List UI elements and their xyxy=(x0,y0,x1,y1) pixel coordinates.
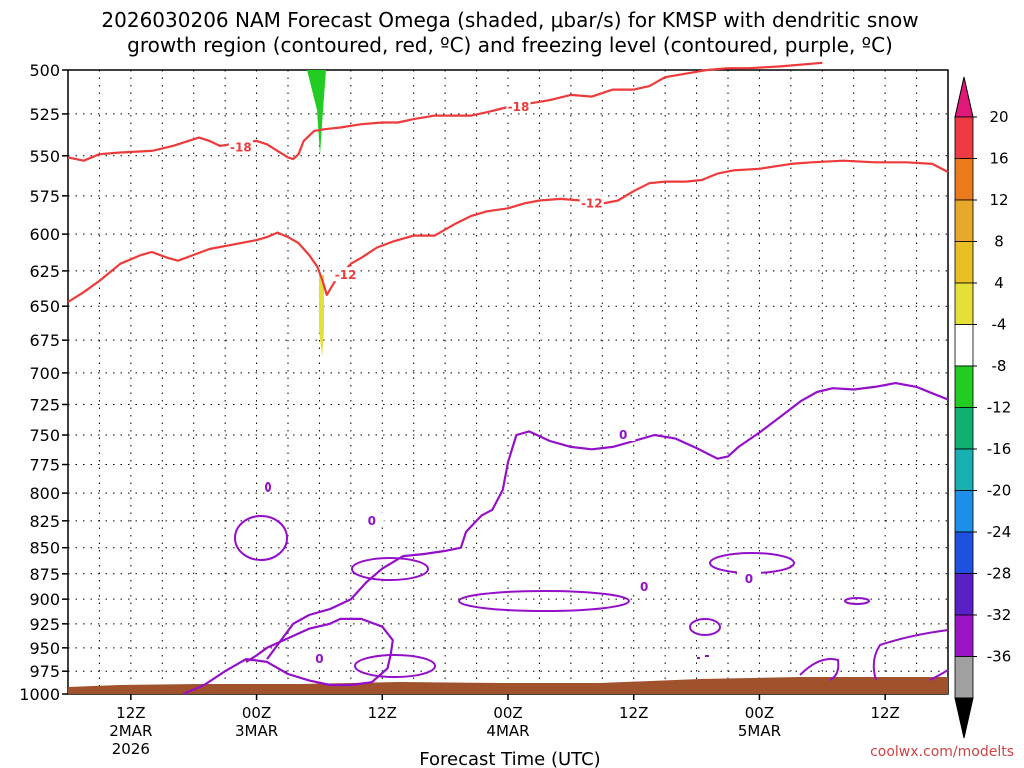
contour-label: -18 xyxy=(508,100,530,114)
y-tick-label: 925 xyxy=(29,615,60,634)
colorbar-label: -28 xyxy=(987,565,1012,583)
y-tick-label: 500 xyxy=(29,61,60,80)
colorbar-label: -24 xyxy=(987,523,1012,541)
colorbar-swatch xyxy=(955,242,973,284)
y-tick-label: 675 xyxy=(29,331,60,350)
colorbar-swatch xyxy=(955,532,973,574)
colorbar-label: 8 xyxy=(994,233,1004,251)
y-tick-label: 625 xyxy=(29,262,60,281)
y-tick-label: 650 xyxy=(29,297,60,316)
x-tick-label: 12Z xyxy=(116,704,145,722)
y-tick-label: 850 xyxy=(29,539,60,558)
y-tick-label: 750 xyxy=(29,426,60,445)
contour-label: 0 xyxy=(368,514,376,528)
x-axis-label: Forecast Time (UTC) xyxy=(419,749,600,768)
x-tick-label: 00Z xyxy=(242,704,271,722)
y-tick-label: 900 xyxy=(29,590,60,609)
contour-label: -18 xyxy=(230,141,252,155)
colorbar-swatch xyxy=(955,657,973,699)
y-tick-label: 550 xyxy=(29,147,60,166)
x-tick-label: 00Z xyxy=(745,704,774,722)
y-tick-label: 725 xyxy=(29,395,60,414)
y-tick-label: 775 xyxy=(29,456,60,475)
credit-text: coolwx.com/modelts xyxy=(870,744,1014,760)
contour-label: -12 xyxy=(581,197,603,211)
x-tick-label: 12Z xyxy=(619,704,648,722)
contour-label: 0 xyxy=(619,428,627,442)
colorbar-swatch xyxy=(955,408,973,450)
colorbar-swatch xyxy=(955,491,973,533)
colorbar-top-arrow xyxy=(955,77,973,117)
y-tick-label: 975 xyxy=(29,662,60,681)
colorbar-label: -12 xyxy=(987,399,1012,417)
omega-time-height-chart: 2026030206 NAM Forecast Omega (shaded, μ… xyxy=(0,0,1024,768)
colorbar-label: -36 xyxy=(987,648,1012,666)
contour-label: -12 xyxy=(335,268,357,282)
y-tick-label: 825 xyxy=(29,512,60,531)
y-tick-label: 800 xyxy=(29,484,60,503)
colorbar-label: -4 xyxy=(992,316,1007,334)
contour-label: 0 xyxy=(640,580,648,594)
x-tick-label: 12Z xyxy=(368,704,397,722)
x-tick-label: 5MAR xyxy=(738,722,781,740)
x-tick-label: 00Z xyxy=(493,704,522,722)
colorbar-label: -16 xyxy=(987,440,1012,458)
y-tick-label: 1000 xyxy=(19,685,60,704)
colorbar-swatch xyxy=(955,117,973,159)
colorbar-label: 4 xyxy=(994,274,1004,292)
colorbar-label: -20 xyxy=(987,482,1012,500)
x-tick-label: 2026 xyxy=(112,740,150,758)
colorbar-label: 16 xyxy=(989,150,1008,168)
chart-title-line1: 2026030206 NAM Forecast Omega (shaded, μ… xyxy=(101,8,918,32)
colorbar-swatch xyxy=(955,283,973,325)
y-tick-label: 700 xyxy=(29,364,60,383)
colorbar-label: -32 xyxy=(987,606,1012,624)
colorbar-label: 20 xyxy=(989,108,1008,126)
x-tick-label: 3MAR xyxy=(235,722,278,740)
y-tick-label: 575 xyxy=(29,187,60,206)
y-tick-label: 600 xyxy=(29,225,60,244)
x-tick-label: 4MAR xyxy=(486,722,529,740)
colorbar-swatch xyxy=(955,325,973,367)
colorbar-swatch xyxy=(955,449,973,491)
plot-area xyxy=(68,70,948,694)
contour-label: 0 xyxy=(745,572,753,586)
y-tick-label: 950 xyxy=(29,639,60,658)
colorbar-swatch xyxy=(955,574,973,616)
colorbar-swatch xyxy=(955,366,973,408)
colorbar-swatch xyxy=(955,159,973,201)
y-tick-label: 875 xyxy=(29,565,60,584)
colorbar-label: -8 xyxy=(992,357,1007,375)
colorbar-swatch xyxy=(955,200,973,242)
contour-label: 0 xyxy=(315,652,323,666)
x-tick-label: 2MAR xyxy=(109,722,152,740)
y-tick-label: 525 xyxy=(29,105,60,124)
colorbar-bottom-arrow xyxy=(955,698,973,738)
chart-title-line2: growth region (contoured, red, ºC) and f… xyxy=(127,33,893,57)
colorbar-label: 12 xyxy=(989,191,1008,209)
colorbar-swatch xyxy=(955,615,973,657)
x-tick-label: 12Z xyxy=(870,704,899,722)
